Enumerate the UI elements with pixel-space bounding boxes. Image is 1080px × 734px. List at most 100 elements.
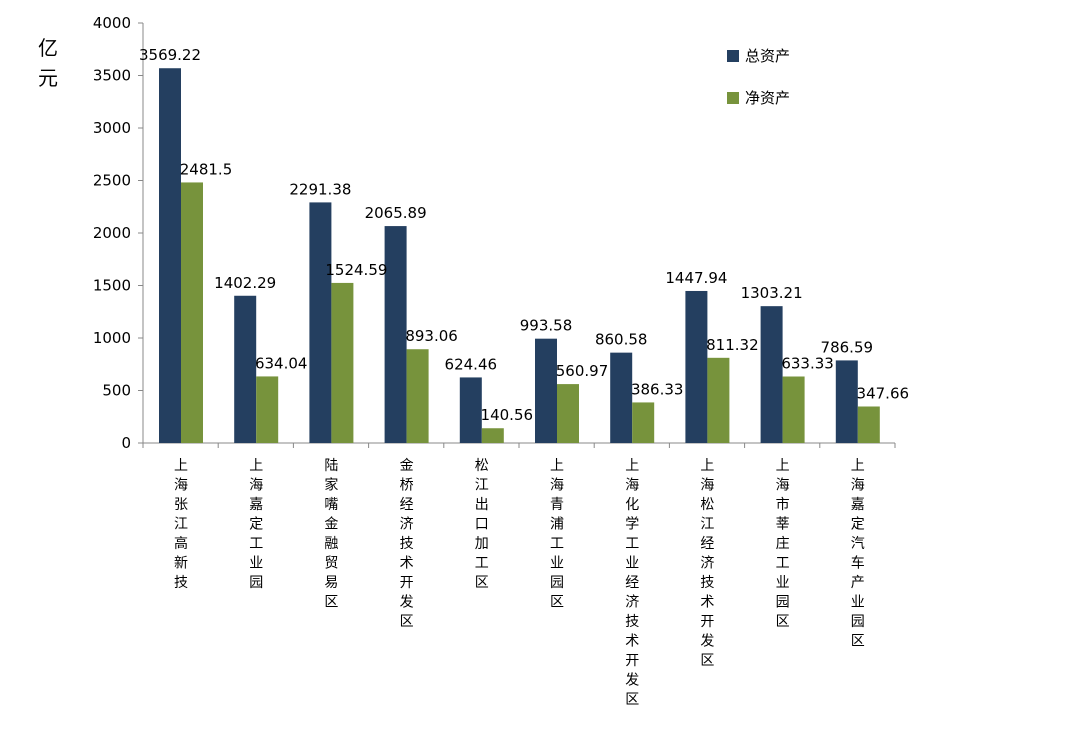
category-label-char: 经 — [625, 575, 639, 591]
category-label-char: 定 — [249, 517, 263, 533]
data-label-total-assets: 993.58 — [520, 317, 573, 335]
category-label-char: 上 — [700, 458, 714, 474]
data-label-total-assets: 3569.22 — [139, 46, 201, 64]
data-label-net-assets: 634.04 — [255, 354, 308, 372]
bar-total-assets — [159, 68, 181, 443]
category-label-char: 工 — [475, 556, 489, 572]
category-label-char: 发 — [625, 673, 639, 689]
category-label-char: 园 — [851, 614, 865, 630]
category-label-char: 嘴 — [324, 497, 338, 513]
category-label-char: 松 — [475, 458, 489, 474]
bar-total-assets — [835, 360, 858, 443]
bar-total-assets — [234, 295, 257, 443]
category-label-char: 融 — [324, 536, 338, 552]
category-label-char: 上 — [174, 458, 188, 474]
category-label-char: 区 — [400, 614, 414, 630]
category-label-char: 济 — [400, 517, 414, 533]
category-label-char: 浦 — [550, 517, 564, 533]
category-label-char: 学 — [625, 517, 639, 533]
y-tick-label: 500 — [102, 382, 131, 400]
data-label-total-assets: 1402.29 — [214, 274, 276, 292]
category-label-char: 松 — [700, 497, 714, 513]
bar-total-assets — [610, 352, 633, 443]
legend-label: 总资产 — [745, 47, 790, 65]
bar-net-assets — [782, 376, 805, 443]
bar-total-assets — [760, 306, 783, 443]
bar-total-assets — [309, 202, 332, 443]
y-tick-label: 2000 — [93, 224, 131, 242]
chart-bars — [159, 68, 880, 443]
category-label-char: 江 — [475, 478, 489, 494]
category-label-char: 海 — [625, 478, 639, 494]
bar-net-assets — [256, 376, 279, 443]
y-axis-unit-label: 亿元 — [38, 36, 58, 90]
category-label-char: 上 — [625, 458, 639, 474]
category-label-char: 园 — [550, 575, 564, 591]
category-label-char: 嘉 — [851, 497, 865, 513]
bar-net-assets — [481, 428, 504, 443]
y-axis-unit-char: 亿 — [38, 36, 58, 60]
category-label-char: 张 — [174, 497, 188, 513]
category-label-char: 工 — [625, 536, 639, 552]
category-label-char: 青 — [550, 497, 564, 513]
category-label-char: 易 — [324, 575, 338, 591]
category-label-char: 园 — [776, 595, 790, 611]
category-label-char: 江 — [174, 517, 188, 533]
category-label-char: 术 — [625, 634, 639, 650]
category-label-char: 技 — [700, 575, 714, 591]
category-label-char: 上 — [776, 458, 790, 474]
bar-net-assets — [406, 349, 429, 443]
y-tick-label: 3500 — [93, 67, 131, 85]
category-label-char: 区 — [475, 575, 489, 591]
category-label-char: 桥 — [400, 478, 414, 494]
bar-net-assets — [181, 182, 203, 443]
category-label-char: 区 — [700, 653, 714, 669]
data-label-net-assets: 347.66 — [857, 384, 910, 402]
data-label-total-assets: 2291.38 — [289, 180, 351, 198]
data-label-net-assets: 560.97 — [556, 362, 609, 380]
category-label-char: 产 — [851, 575, 865, 591]
category-label-char: 技 — [625, 614, 639, 630]
category-label-char: 术 — [700, 595, 714, 611]
category-label-char: 上 — [249, 458, 263, 474]
y-tick-label: 2500 — [93, 172, 131, 190]
bar-net-assets — [557, 384, 579, 443]
category-label-char: 嘉 — [249, 497, 263, 513]
legend-swatch — [727, 50, 739, 62]
category-label-char: 海 — [700, 478, 714, 494]
category-label-char: 园 — [249, 575, 263, 591]
category-label-char: 业 — [851, 595, 865, 611]
legend-label: 净资产 — [745, 89, 790, 107]
category-label-char: 区 — [625, 692, 639, 708]
category-label-char: 术 — [400, 556, 414, 572]
category-label-char: 海 — [851, 478, 865, 494]
bar-net-assets — [632, 402, 655, 443]
category-label-char: 业 — [625, 556, 639, 572]
category-label-char: 陆 — [324, 458, 338, 474]
category-label-char: 技 — [174, 575, 188, 591]
data-label-net-assets: 893.06 — [405, 327, 458, 345]
category-label-char: 济 — [625, 595, 639, 611]
data-label-total-assets: 624.46 — [445, 355, 498, 373]
category-label-char: 江 — [700, 517, 714, 533]
category-label-char: 发 — [700, 634, 714, 650]
data-label-total-assets: 786.59 — [821, 338, 874, 356]
category-label-char: 区 — [550, 595, 564, 611]
category-label-char: 工 — [550, 536, 564, 552]
data-label-net-assets: 811.32 — [706, 336, 759, 354]
category-label-char: 加 — [475, 536, 489, 552]
category-label-char: 济 — [700, 556, 714, 572]
data-labels: 3569.22 2481.5 1402.29 634.04 2291.38 1524.59… — [139, 46, 909, 424]
y-tick-label: 1000 — [93, 329, 131, 347]
category-label-char: 莘 — [776, 516, 790, 533]
category-label-char: 海 — [550, 478, 564, 494]
bar-net-assets — [707, 357, 730, 443]
category-label-char: 发 — [400, 595, 414, 611]
category-label-char: 定 — [851, 517, 865, 533]
data-label-total-assets: 860.58 — [595, 331, 648, 349]
data-label-net-assets: 386.33 — [631, 380, 684, 398]
bar-total-assets — [384, 226, 407, 443]
data-label-total-assets: 1303.21 — [741, 284, 803, 302]
